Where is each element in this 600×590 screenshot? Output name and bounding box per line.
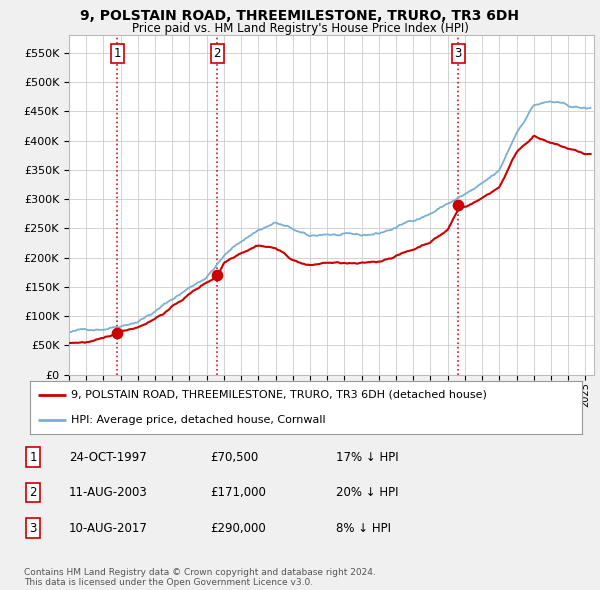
Text: 10-AUG-2017: 10-AUG-2017 [69,522,148,535]
Text: Price paid vs. HM Land Registry's House Price Index (HPI): Price paid vs. HM Land Registry's House … [131,22,469,35]
Text: 9, POLSTAIN ROAD, THREEMILESTONE, TRURO, TR3 6DH (detached house): 9, POLSTAIN ROAD, THREEMILESTONE, TRURO,… [71,390,487,400]
Text: 24-OCT-1997: 24-OCT-1997 [69,451,147,464]
Text: 9, POLSTAIN ROAD, THREEMILESTONE, TRURO, TR3 6DH: 9, POLSTAIN ROAD, THREEMILESTONE, TRURO,… [80,9,520,24]
Text: £171,000: £171,000 [210,486,266,499]
Point [113,329,122,338]
Point [454,201,463,210]
Text: £290,000: £290,000 [210,522,266,535]
Text: Contains HM Land Registry data © Crown copyright and database right 2024.
This d: Contains HM Land Registry data © Crown c… [24,568,376,587]
Text: 20% ↓ HPI: 20% ↓ HPI [336,486,398,499]
Text: 11-AUG-2003: 11-AUG-2003 [69,486,148,499]
Text: 2: 2 [214,47,221,60]
Text: 17% ↓ HPI: 17% ↓ HPI [336,451,398,464]
Text: 1: 1 [113,47,121,60]
Point [212,270,222,279]
Text: 3: 3 [455,47,462,60]
Text: 2: 2 [29,486,37,499]
Text: £70,500: £70,500 [210,451,258,464]
Text: HPI: Average price, detached house, Cornwall: HPI: Average price, detached house, Corn… [71,415,326,425]
Text: 8% ↓ HPI: 8% ↓ HPI [336,522,391,535]
Text: 1: 1 [29,451,37,464]
Text: 3: 3 [29,522,37,535]
